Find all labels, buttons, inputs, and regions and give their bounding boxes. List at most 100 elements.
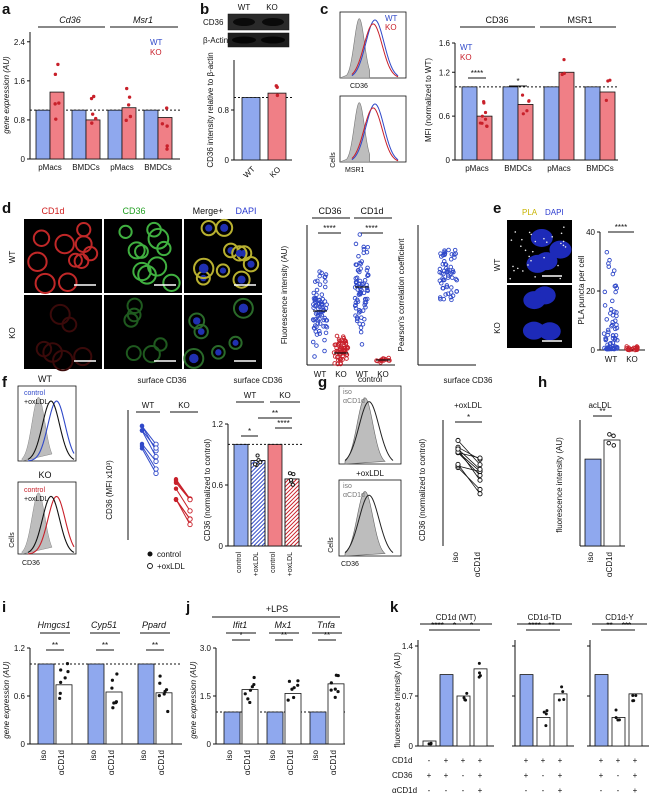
panel-j-x-tick-acd1d: αCD1d — [243, 750, 252, 775]
panel-i-gene-label: Ppard — [142, 620, 167, 630]
panel-e-y-tick-label: 40 — [586, 228, 595, 237]
panel-c-bar-ko — [599, 91, 616, 161]
panel-e-row-ko: KO — [493, 322, 502, 334]
panel-f-mid-title: surface CD36 — [138, 376, 187, 385]
panel-d-micrograph — [104, 295, 182, 369]
panel-f-right-ylabel: CD36 (normalized to control) — [203, 439, 212, 542]
panel-d-data-point — [359, 342, 365, 347]
panel-i-x-tick-iso: iso — [139, 749, 148, 760]
panel-i-gene-label: Hmgcs1 — [37, 620, 70, 630]
panel-d-nucleus — [238, 303, 249, 314]
panel-b-data-point — [275, 93, 280, 98]
panel-d-pcc-point — [449, 285, 454, 290]
panel-g-legend-iso-2: iso — [343, 483, 352, 490]
panel-k-sign: + — [633, 786, 638, 795]
panel-b-label-actin: β-Actin — [203, 36, 228, 45]
panel-e-puncta — [512, 265, 514, 268]
panel-d-cell — [215, 218, 234, 237]
panel-c-y-tick-label: 0 — [446, 156, 451, 165]
panel-d-data-point — [358, 329, 364, 335]
panel-e-puncta — [557, 264, 559, 267]
panel-e-data-point — [627, 346, 633, 352]
panel-c-bar-ko — [517, 104, 534, 161]
panel-d-data-point — [353, 313, 358, 318]
panel-e-data-point — [605, 332, 610, 338]
panel-d-data-point — [322, 299, 328, 304]
panel-f-hist-wt-isotype — [21, 397, 53, 462]
panel-g-point — [477, 486, 483, 493]
panel-g-point — [455, 446, 461, 452]
panel-letter-g: g — [318, 374, 327, 391]
panel-e-puncta — [522, 270, 524, 272]
panel-g-subtitle: +oxLDL — [454, 401, 482, 410]
panel-d-cell — [183, 348, 205, 369]
panel-e-puncta — [513, 269, 515, 272]
panel-a-legend-ko: KO — [150, 48, 162, 57]
panel-d-cell — [73, 346, 93, 367]
panel-a-data-point — [90, 112, 95, 116]
panel-d-data-point — [360, 281, 365, 287]
panel-e-ylabel: PLA puncta per cell — [577, 255, 586, 324]
panel-d-data-point — [311, 302, 316, 307]
panel-j-point — [248, 688, 253, 692]
panel-f-right-point — [291, 472, 296, 477]
panel-k-point — [632, 699, 636, 703]
panel-k-sign: + — [461, 756, 466, 765]
panel-e-puncta — [543, 256, 545, 259]
panel-d-cell — [137, 264, 157, 285]
panel-k-bar — [611, 717, 626, 747]
panel-e-puncta — [534, 276, 536, 278]
panel-f-mid-pair-line — [141, 443, 157, 462]
panel-d-data-point — [337, 351, 343, 356]
panel-c-hist-msr1-curve — [351, 107, 399, 162]
panel-d-pcc-point — [454, 289, 459, 294]
panel-i-point — [114, 701, 118, 705]
panel-e-data-point — [610, 298, 615, 304]
panel-f-mid-point — [153, 454, 159, 460]
panel-d-x-tick-label: KO — [335, 370, 347, 379]
panel-k-sign: + — [558, 771, 563, 780]
panel-d-x-tick-label: WT — [314, 370, 327, 379]
panel-d-pcc-point — [453, 276, 459, 282]
panel-j-x-tick-iso: iso — [268, 749, 277, 760]
panel-a-data-point — [165, 124, 169, 128]
panel-k-sig-label: * — [453, 621, 456, 630]
panel-k-row-cd1d: CD1d — [392, 756, 412, 765]
panel-j-point — [246, 697, 250, 701]
panel-d-data-point — [317, 273, 322, 279]
panel-c-legend2-ko: KO — [460, 53, 472, 62]
panel-f-right-point — [287, 471, 293, 476]
panel-d-micrograph — [24, 295, 102, 369]
panel-d-data-point — [357, 232, 363, 237]
panel-e-data-point — [604, 317, 609, 322]
panel-c-data-point — [562, 71, 566, 75]
panel-d-data-point — [364, 250, 370, 255]
panel-c-hist-msr1-curve — [351, 103, 399, 161]
panel-i-ylabel: gene expression (AU) — [2, 661, 11, 739]
panel-e-data-point — [610, 333, 616, 338]
panel-j-point — [287, 679, 292, 683]
panel-d-cell — [54, 233, 75, 255]
panel-a-data-point — [53, 102, 57, 106]
panel-d-cell — [215, 263, 231, 278]
panel-f-mid-pair-line — [175, 488, 191, 512]
panel-e-puncta — [564, 246, 567, 248]
panel-d-cell — [231, 245, 248, 262]
panel-f-mid-pair-line — [141, 445, 157, 470]
panel-c-hist-cd36-curve — [351, 23, 399, 78]
panel-a-gene-msr1: Msr1 — [133, 15, 153, 25]
panel-c-legend2-wt: WT — [460, 43, 473, 52]
panel-j-x-tick-acd1d: αCD1d — [329, 750, 338, 775]
panel-j-x-tick-iso: iso — [311, 749, 320, 760]
panel-c-data-point — [483, 110, 488, 115]
panel-d-cell — [228, 335, 243, 350]
panel-d-ylabel: Fluorescence intensity (AU) — [280, 246, 289, 345]
panel-i-sig-label: ** — [102, 641, 108, 650]
panel-d-data-point — [334, 333, 340, 339]
panel-d-data-point — [337, 346, 343, 351]
panel-d-data-point — [335, 354, 340, 360]
panel-j-point — [329, 688, 333, 692]
panel-d-pcc-point — [450, 293, 456, 298]
panel-d-nucleus — [232, 339, 239, 346]
panel-g-xlabel: CD36 — [341, 561, 359, 568]
